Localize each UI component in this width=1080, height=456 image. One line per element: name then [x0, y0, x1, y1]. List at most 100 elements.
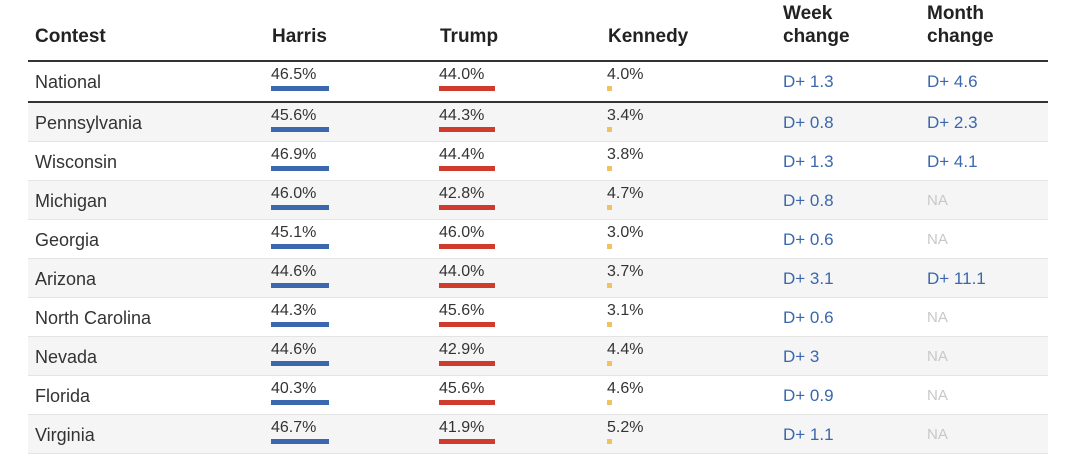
harris-value: 40.3%	[271, 380, 317, 397]
harris-cell: 46.9%	[271, 146, 331, 171]
month-change-value: NA	[927, 348, 948, 365]
kennedy-value: 3.0%	[607, 224, 644, 241]
kennedy-bar	[607, 283, 612, 288]
table-row: North Carolina 44.3% 45.6% 3.1% D+ 0.6 NA	[28, 298, 1048, 337]
month-change-value: D+ 4.6	[927, 72, 978, 91]
trump-value: 45.6%	[439, 380, 485, 397]
contest-name: National	[35, 72, 102, 92]
trump-cell: 46.0%	[439, 224, 499, 249]
harris-bar	[271, 86, 329, 91]
kennedy-bar	[607, 361, 612, 366]
table-row: Arizona 44.6% 44.0% 3.7% D+ 3.1 D+ 11.1	[28, 259, 1048, 298]
table-row: Michigan 46.0% 42.8% 4.7% D+ 0.8 NA	[28, 181, 1048, 220]
trump-cell: 44.0%	[439, 66, 499, 91]
contest-name: Michigan	[35, 191, 108, 211]
harris-cell: 46.5%	[271, 66, 331, 91]
harris-value: 46.5%	[271, 66, 317, 83]
header-trump: Trump	[440, 26, 499, 47]
header-week-change: Week change	[783, 2, 850, 48]
contest-name: Wisconsin	[35, 152, 118, 172]
kennedy-value: 4.0%	[607, 66, 644, 83]
harris-value: 44.6%	[271, 341, 317, 358]
header-month-line1: Month	[927, 3, 984, 24]
month-change-value: NA	[927, 192, 948, 209]
week-change-value: D+ 0.8	[783, 191, 834, 210]
week-change-value: D+ 1.3	[783, 152, 834, 171]
contest-name: Nevada	[35, 347, 98, 367]
trump-bar	[439, 244, 495, 249]
table-row: Florida 40.3% 45.6% 4.6% D+ 0.9 NA	[28, 376, 1048, 415]
week-change-value: D+ 0.6	[783, 230, 834, 249]
kennedy-cell: 3.8%	[607, 146, 667, 171]
month-change-value: D+ 11.1	[927, 269, 986, 288]
polling-table: Contest Harris Trump Kennedy Week change…	[28, 0, 1048, 454]
trump-bar	[439, 127, 495, 132]
table-header: Contest Harris Trump Kennedy Week change…	[28, 0, 1048, 62]
kennedy-cell: 5.2%	[607, 419, 667, 444]
kennedy-cell: 3.7%	[607, 263, 667, 288]
trump-value: 45.6%	[439, 302, 485, 319]
month-change-value: D+ 2.3	[927, 113, 978, 132]
kennedy-value: 3.7%	[607, 263, 644, 280]
week-change-value: D+ 3	[783, 347, 820, 366]
harris-cell: 45.1%	[271, 224, 331, 249]
trump-cell: 44.3%	[439, 107, 499, 132]
header-contest: Contest	[35, 26, 106, 47]
table-row: Wisconsin 46.9% 44.4% 3.8% D+ 1.3 D+ 4.1	[28, 142, 1048, 181]
header-week-line2: change	[783, 26, 850, 47]
kennedy-bar	[607, 205, 612, 210]
month-change-value: NA	[927, 309, 948, 326]
harris-value: 44.3%	[271, 302, 317, 319]
trump-cell: 45.6%	[439, 380, 499, 405]
kennedy-value: 3.1%	[607, 302, 644, 319]
trump-value: 41.9%	[439, 419, 485, 436]
contest-name: Florida	[35, 386, 91, 406]
trump-cell: 44.0%	[439, 263, 499, 288]
kennedy-cell: 4.0%	[607, 66, 667, 91]
harris-cell: 46.0%	[271, 185, 331, 210]
harris-cell: 40.3%	[271, 380, 331, 405]
harris-cell: 46.7%	[271, 419, 331, 444]
trump-bar	[439, 283, 495, 288]
harris-bar	[271, 322, 329, 327]
week-change-value: D+ 0.9	[783, 386, 834, 405]
contest-name: Pennsylvania	[35, 113, 143, 133]
header-month-change: Month change	[927, 2, 994, 48]
contest-name: North Carolina	[35, 308, 152, 328]
kennedy-value: 3.8%	[607, 146, 644, 163]
trump-value: 44.3%	[439, 107, 485, 124]
kennedy-bar	[607, 244, 612, 249]
harris-value: 45.6%	[271, 107, 317, 124]
kennedy-bar	[607, 86, 612, 91]
trump-value: 42.9%	[439, 341, 485, 358]
kennedy-cell: 4.7%	[607, 185, 667, 210]
harris-cell: 45.6%	[271, 107, 331, 132]
kennedy-cell: 3.4%	[607, 107, 667, 132]
trump-cell: 45.6%	[439, 302, 499, 327]
kennedy-value: 4.7%	[607, 185, 644, 202]
kennedy-cell: 4.4%	[607, 341, 667, 366]
harris-value: 46.7%	[271, 419, 317, 436]
harris-value: 46.9%	[271, 146, 317, 163]
kennedy-cell: 3.1%	[607, 302, 667, 327]
trump-value: 44.0%	[439, 66, 485, 83]
kennedy-value: 5.2%	[607, 419, 644, 436]
header-week-line1: Week	[783, 3, 833, 24]
contest-name: Virginia	[35, 425, 95, 445]
trump-bar	[439, 322, 495, 327]
kennedy-cell: 4.6%	[607, 380, 667, 405]
harris-bar	[271, 127, 329, 132]
header-month-line2: change	[927, 26, 994, 47]
kennedy-bar	[607, 166, 612, 171]
header-harris: Harris	[272, 26, 327, 47]
trump-bar	[439, 86, 495, 91]
contest-name: Arizona	[35, 269, 97, 289]
kennedy-bar	[607, 127, 612, 132]
trump-cell: 42.9%	[439, 341, 499, 366]
month-change-value: NA	[927, 387, 948, 404]
harris-bar	[271, 439, 329, 444]
week-change-value: D+ 0.8	[783, 113, 834, 132]
harris-bar	[271, 283, 329, 288]
harris-value: 46.0%	[271, 185, 317, 202]
harris-value: 45.1%	[271, 224, 317, 241]
